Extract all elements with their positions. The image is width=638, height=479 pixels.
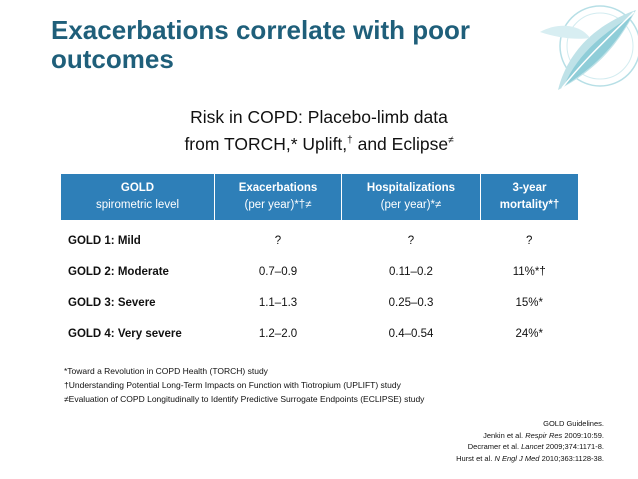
footnote-eclipse: ≠Evaluation of COPD Longitudinally to Id…: [64, 394, 425, 404]
cell-mortality: ?: [526, 234, 533, 247]
cell-exacerbations: 1.1–1.3: [258, 296, 298, 309]
cell-hospitalizations: 0.11–0.2: [389, 265, 433, 278]
gold-risk-table: GOLD spirometric level Exacerbations (per …: [61, 174, 578, 349]
reference-gold: GOLD Guidelines.: [543, 419, 604, 428]
table-row: GOLD 3: Severe 1.1–1.3 0.25–0.3 15%*: [61, 287, 578, 318]
reference-hurst: Hurst et al. N Engl J Med 2010;363:1128-…: [456, 453, 604, 463]
subtitle-line-2: from TORCH,* Uplift,† and Eclipse≠: [60, 131, 578, 158]
cell-exacerbations: 0.7–0.9: [258, 265, 298, 278]
footnote-torch: *Toward a Revolution in COPD Health (TOR…: [64, 366, 268, 376]
table-header-row: GOLD spirometric level Exacerbations (per …: [61, 174, 578, 220]
subtitle-line-1: Risk in COPD: Placebo-limb data: [190, 107, 448, 127]
header-gold-level: GOLD spirometric level: [61, 174, 215, 220]
cell-exacerbations: ?: [274, 234, 282, 247]
table-row: GOLD 4: Very severe 1.2–2.0 0.4–0.54 24%…: [61, 318, 578, 349]
reference-decramer: Decramer et al. Lancet 2009;374:1171-8.: [467, 442, 604, 451]
subtitle-line-2-text: from TORCH,* Uplift,: [184, 134, 348, 154]
reference-jenkin: Jenkin et al. Respir Res 2009:10:59.: [483, 430, 604, 440]
cell-level: GOLD 2: Moderate: [68, 265, 169, 278]
cell-level: GOLD 1: Mild: [68, 234, 141, 247]
not-equal-mark: ≠: [448, 135, 454, 147]
cell-hospitalizations: ?: [407, 234, 415, 247]
footnotes: *Toward a Revolution in COPD Health (TOR…: [64, 364, 534, 406]
header-mortality: 3-year mortality*†: [480, 174, 578, 220]
slide-title: Exacerbations correlate with poor outcom…: [51, 15, 471, 74]
cell-mortality: 15%*: [515, 296, 544, 309]
dagger-mark: †: [347, 135, 353, 147]
header-exacerbations: Exacerbations (per year)*†≠: [214, 174, 342, 220]
table-row: GOLD 1: Mild ? ? ?: [61, 220, 578, 256]
cell-level: GOLD 4: Very severe: [68, 327, 182, 340]
leaf-logo-icon: [540, 5, 638, 90]
cell-hospitalizations: 0.25–0.3: [388, 296, 434, 309]
cell-exacerbations: 1.2–2.0: [258, 327, 298, 340]
cell-hospitalizations: 0.4–0.54: [388, 327, 434, 340]
cell-level: GOLD 3: Severe: [68, 296, 156, 309]
header-hospitalizations: Hospitalizations (per year)*≠: [341, 174, 481, 220]
references: GOLD Guidelines. Jenkin et al. Respir Re…: [380, 418, 604, 464]
cell-mortality: 11%*†: [512, 265, 546, 278]
slide-subtitle: Risk in COPD: Placebo-limb data from TOR…: [60, 104, 578, 158]
cell-mortality: 24%*: [515, 327, 544, 340]
subtitle-line-2-and: and Eclipse: [352, 134, 449, 154]
footnote-uplift: †Understanding Potential Long-Term Impac…: [64, 380, 401, 390]
table-row: GOLD 2: Moderate 0.7–0.9 0.11–0.2 11%*†: [61, 256, 578, 287]
